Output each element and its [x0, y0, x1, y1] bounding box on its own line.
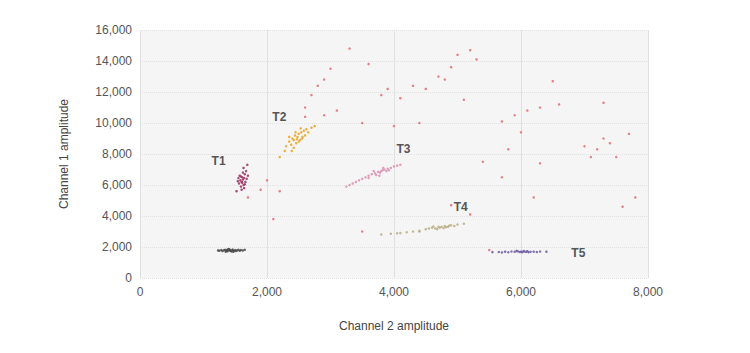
svg-text:8,000: 8,000 [102, 147, 132, 161]
svg-text:T1: T1 [212, 154, 226, 168]
svg-text:8,000: 8,000 [633, 285, 663, 299]
svg-text:4,000: 4,000 [379, 285, 409, 299]
svg-text:T3: T3 [397, 142, 411, 156]
svg-text:12,000: 12,000 [95, 85, 132, 99]
svg-text:6,000: 6,000 [102, 178, 132, 192]
svg-text:T4: T4 [454, 200, 468, 214]
svg-text:T5: T5 [571, 246, 585, 260]
svg-text:2,000: 2,000 [252, 285, 282, 299]
svg-text:0: 0 [125, 271, 132, 285]
svg-text:Channel 1 amplitude: Channel 1 amplitude [57, 99, 71, 209]
svg-text:6,000: 6,000 [506, 285, 536, 299]
svg-text:16,000: 16,000 [95, 23, 132, 37]
svg-text:10,000: 10,000 [95, 116, 132, 130]
svg-text:2,000: 2,000 [102, 240, 132, 254]
svg-text:4,000: 4,000 [102, 209, 132, 223]
svg-text:0: 0 [137, 285, 144, 299]
svg-text:Channel 2 amplitude: Channel 2 amplitude [339, 319, 449, 333]
svg-text:14,000: 14,000 [95, 54, 132, 68]
svg-text:T2: T2 [272, 110, 286, 124]
